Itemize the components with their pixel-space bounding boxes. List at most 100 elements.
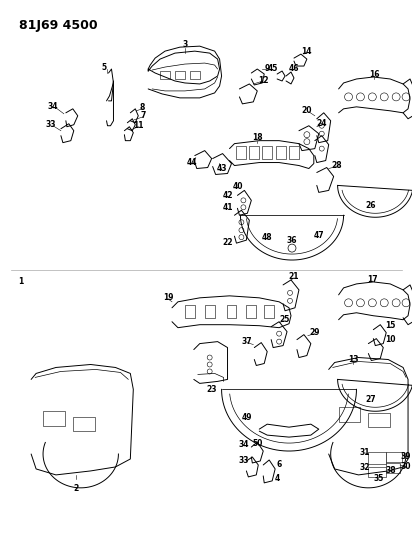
Text: 36: 36 [286, 236, 297, 245]
Circle shape [391, 299, 399, 307]
Text: 31: 31 [358, 448, 369, 457]
Text: 22: 22 [222, 238, 232, 247]
Text: 10: 10 [384, 335, 394, 344]
Text: 19: 19 [162, 293, 173, 302]
Bar [160, 71, 170, 79]
Text: 32: 32 [358, 464, 369, 472]
Text: 37: 37 [240, 337, 251, 346]
Circle shape [318, 123, 323, 128]
Circle shape [206, 362, 211, 367]
Circle shape [368, 299, 375, 307]
Bar [288, 146, 298, 158]
Text: 39: 39 [400, 451, 411, 461]
Text: 28: 28 [330, 161, 341, 170]
Circle shape [344, 93, 351, 101]
Text: 12: 12 [257, 76, 268, 85]
Text: 16: 16 [368, 69, 379, 78]
Circle shape [240, 205, 245, 210]
Bar [275, 146, 285, 158]
Text: 43: 43 [216, 164, 226, 173]
Text: 18: 18 [252, 133, 262, 142]
Circle shape [276, 339, 281, 344]
Bar [73, 417, 95, 431]
Bar [43, 411, 65, 426]
Text: 34: 34 [237, 440, 248, 449]
Text: 5: 5 [101, 62, 106, 71]
Circle shape [206, 369, 211, 374]
Text: 2: 2 [73, 484, 78, 494]
Bar [249, 146, 259, 158]
Circle shape [276, 331, 281, 336]
Text: 33: 33 [237, 456, 248, 465]
Circle shape [287, 244, 295, 252]
Text: 9: 9 [264, 63, 269, 72]
Bar [368, 413, 389, 427]
Circle shape [401, 299, 409, 307]
Circle shape [368, 93, 375, 101]
Text: 24: 24 [316, 119, 326, 128]
Bar [175, 71, 185, 79]
Circle shape [380, 299, 387, 307]
Circle shape [238, 235, 243, 240]
Bar [385, 452, 401, 462]
Circle shape [238, 220, 243, 225]
Text: 50: 50 [252, 439, 262, 448]
Text: 8: 8 [139, 103, 145, 112]
Text: 13: 13 [347, 355, 358, 364]
Text: 41: 41 [222, 203, 232, 212]
Bar [226, 305, 236, 318]
Bar [261, 146, 271, 158]
Text: 11: 11 [133, 121, 143, 130]
Circle shape [303, 132, 309, 138]
Bar [236, 146, 246, 158]
Text: 4: 4 [274, 474, 279, 483]
Bar [185, 305, 195, 318]
Circle shape [380, 93, 387, 101]
Text: 42: 42 [222, 191, 232, 200]
Text: 34: 34 [47, 102, 58, 111]
Text: 6: 6 [276, 461, 281, 470]
Text: 45: 45 [267, 63, 278, 72]
Circle shape [401, 93, 409, 101]
Text: 35: 35 [372, 474, 382, 483]
Text: 3: 3 [182, 39, 187, 49]
Text: 38: 38 [385, 466, 396, 475]
Circle shape [391, 93, 399, 101]
Text: 17: 17 [366, 276, 377, 285]
Bar [385, 463, 399, 473]
Text: 7: 7 [140, 111, 145, 120]
Text: 30: 30 [400, 463, 411, 472]
Text: 1: 1 [19, 277, 24, 286]
Bar [246, 305, 256, 318]
Text: 44: 44 [186, 158, 197, 167]
Circle shape [356, 299, 363, 307]
Text: 21: 21 [288, 272, 299, 281]
Text: 27: 27 [364, 395, 375, 404]
Bar [338, 407, 360, 422]
Bar [204, 305, 214, 318]
Text: 33: 33 [45, 120, 56, 129]
Text: 14: 14 [301, 46, 311, 55]
Circle shape [287, 290, 292, 295]
Text: 20: 20 [301, 106, 311, 115]
Bar [190, 71, 199, 79]
Text: 29: 29 [309, 328, 319, 337]
Circle shape [240, 198, 245, 203]
Text: 81J69 4500: 81J69 4500 [19, 19, 97, 33]
Text: 47: 47 [313, 231, 323, 240]
Text: 48: 48 [261, 232, 272, 241]
Circle shape [206, 355, 211, 360]
Text: 26: 26 [364, 201, 375, 210]
Text: 46: 46 [288, 63, 299, 72]
Text: 40: 40 [232, 182, 242, 191]
Circle shape [287, 298, 292, 303]
Circle shape [356, 93, 363, 101]
Text: 23: 23 [206, 385, 216, 394]
Text: 49: 49 [242, 413, 252, 422]
Bar [368, 452, 385, 464]
Circle shape [238, 228, 243, 233]
Circle shape [344, 299, 351, 307]
Bar [263, 305, 273, 318]
Circle shape [318, 131, 323, 136]
Bar [368, 467, 385, 477]
